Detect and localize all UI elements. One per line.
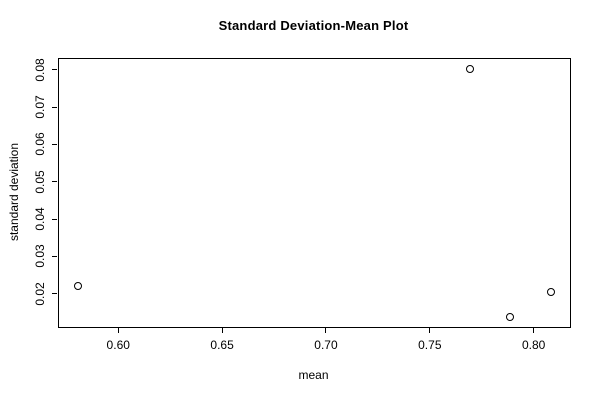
y-tick-label: 0.06 (33, 132, 47, 157)
data-point-marker (73, 282, 82, 291)
y-tick-mark (52, 181, 57, 183)
x-tick-mark (117, 328, 119, 333)
x-tick-label: 0.60 (106, 338, 130, 352)
x-tick-mark (221, 328, 223, 333)
chart-title: Standard Deviation-Mean Plot (218, 18, 409, 33)
y-tick-label: 0.05 (33, 170, 47, 194)
x-tick-mark (429, 328, 431, 333)
x-tick-label: 0.75 (418, 338, 442, 352)
y-tick-mark (52, 106, 57, 108)
plot-area (58, 58, 571, 328)
y-tick-mark (52, 143, 57, 145)
x-tick-mark (325, 328, 327, 333)
y-tick-label: 0.08 (33, 58, 47, 82)
x-tick-label: 0.70 (314, 338, 338, 352)
x-tick-label: 0.65 (210, 338, 234, 352)
y-tick-label: 0.03 (33, 244, 47, 268)
x-tick-label: 0.80 (521, 338, 546, 352)
y-axis-label: standard deviation (7, 142, 21, 242)
y-tick-mark (52, 69, 57, 71)
y-tick-mark (52, 218, 57, 220)
y-tick-mark (52, 293, 57, 295)
x-tick-mark (533, 328, 535, 333)
x-axis-label: mean (298, 368, 329, 382)
y-tick-label: 0.02 (33, 281, 47, 306)
data-point-marker (466, 65, 475, 74)
y-tick-label: 0.04 (33, 207, 47, 231)
y-tick-mark (52, 255, 57, 257)
y-tick-label: 0.07 (33, 95, 47, 119)
data-point-marker (547, 288, 556, 297)
data-point-marker (505, 312, 514, 321)
